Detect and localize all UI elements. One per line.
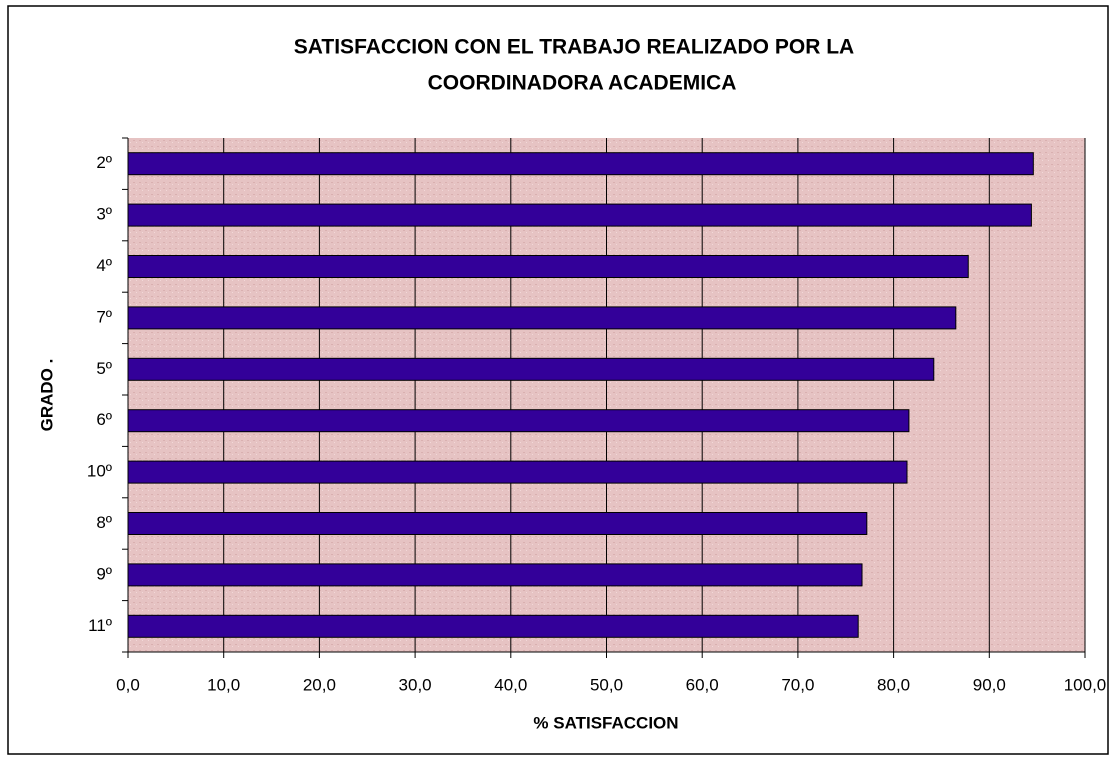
y-tick-label: 5º <box>96 359 112 378</box>
y-tick-label: 6º <box>96 410 112 429</box>
x-tick-label: 10,0 <box>207 675 240 694</box>
bar <box>127 409 910 433</box>
bar <box>127 563 863 587</box>
x-tick-label: 90,0 <box>973 675 1006 694</box>
x-tick-label: 50,0 <box>590 675 623 694</box>
y-tick-label: 3º <box>96 205 112 224</box>
x-tick-label: 40,0 <box>494 675 527 694</box>
bar <box>127 255 969 278</box>
x-axis-title: % SATISFACCION <box>533 713 678 732</box>
y-tick-label: 10º <box>87 462 112 481</box>
x-tick-label: 0,0 <box>116 675 140 694</box>
y-tick-label: 7º <box>96 307 112 326</box>
x-tick-label: 30,0 <box>399 675 432 694</box>
y-tick-label: 9º <box>96 564 112 583</box>
x-tick-label: 60,0 <box>686 675 719 694</box>
y-axis-title: GRADO . <box>37 359 56 432</box>
x-tick-label: 100,0 <box>1064 675 1107 694</box>
bar <box>127 357 935 381</box>
bar <box>127 614 859 638</box>
y-tick-label: 2º <box>96 153 112 172</box>
chart-title: SATISFACCION CON EL TRABAJO REALIZADO PO… <box>294 36 854 59</box>
bar <box>127 512 868 535</box>
y-tick-label: 11º <box>88 616 112 635</box>
x-tick-label: 20,0 <box>303 675 336 694</box>
bar <box>127 460 908 484</box>
x-tick-label: 80,0 <box>877 675 910 694</box>
bar <box>127 306 957 330</box>
x-tick-label: 70,0 <box>781 675 814 694</box>
chart-title: COORDINADORA ACADEMICA <box>428 72 737 95</box>
bar <box>127 203 1032 227</box>
y-tick-label: 4º <box>96 256 112 275</box>
y-tick-label: 8º <box>96 513 112 532</box>
bar <box>127 152 1034 176</box>
